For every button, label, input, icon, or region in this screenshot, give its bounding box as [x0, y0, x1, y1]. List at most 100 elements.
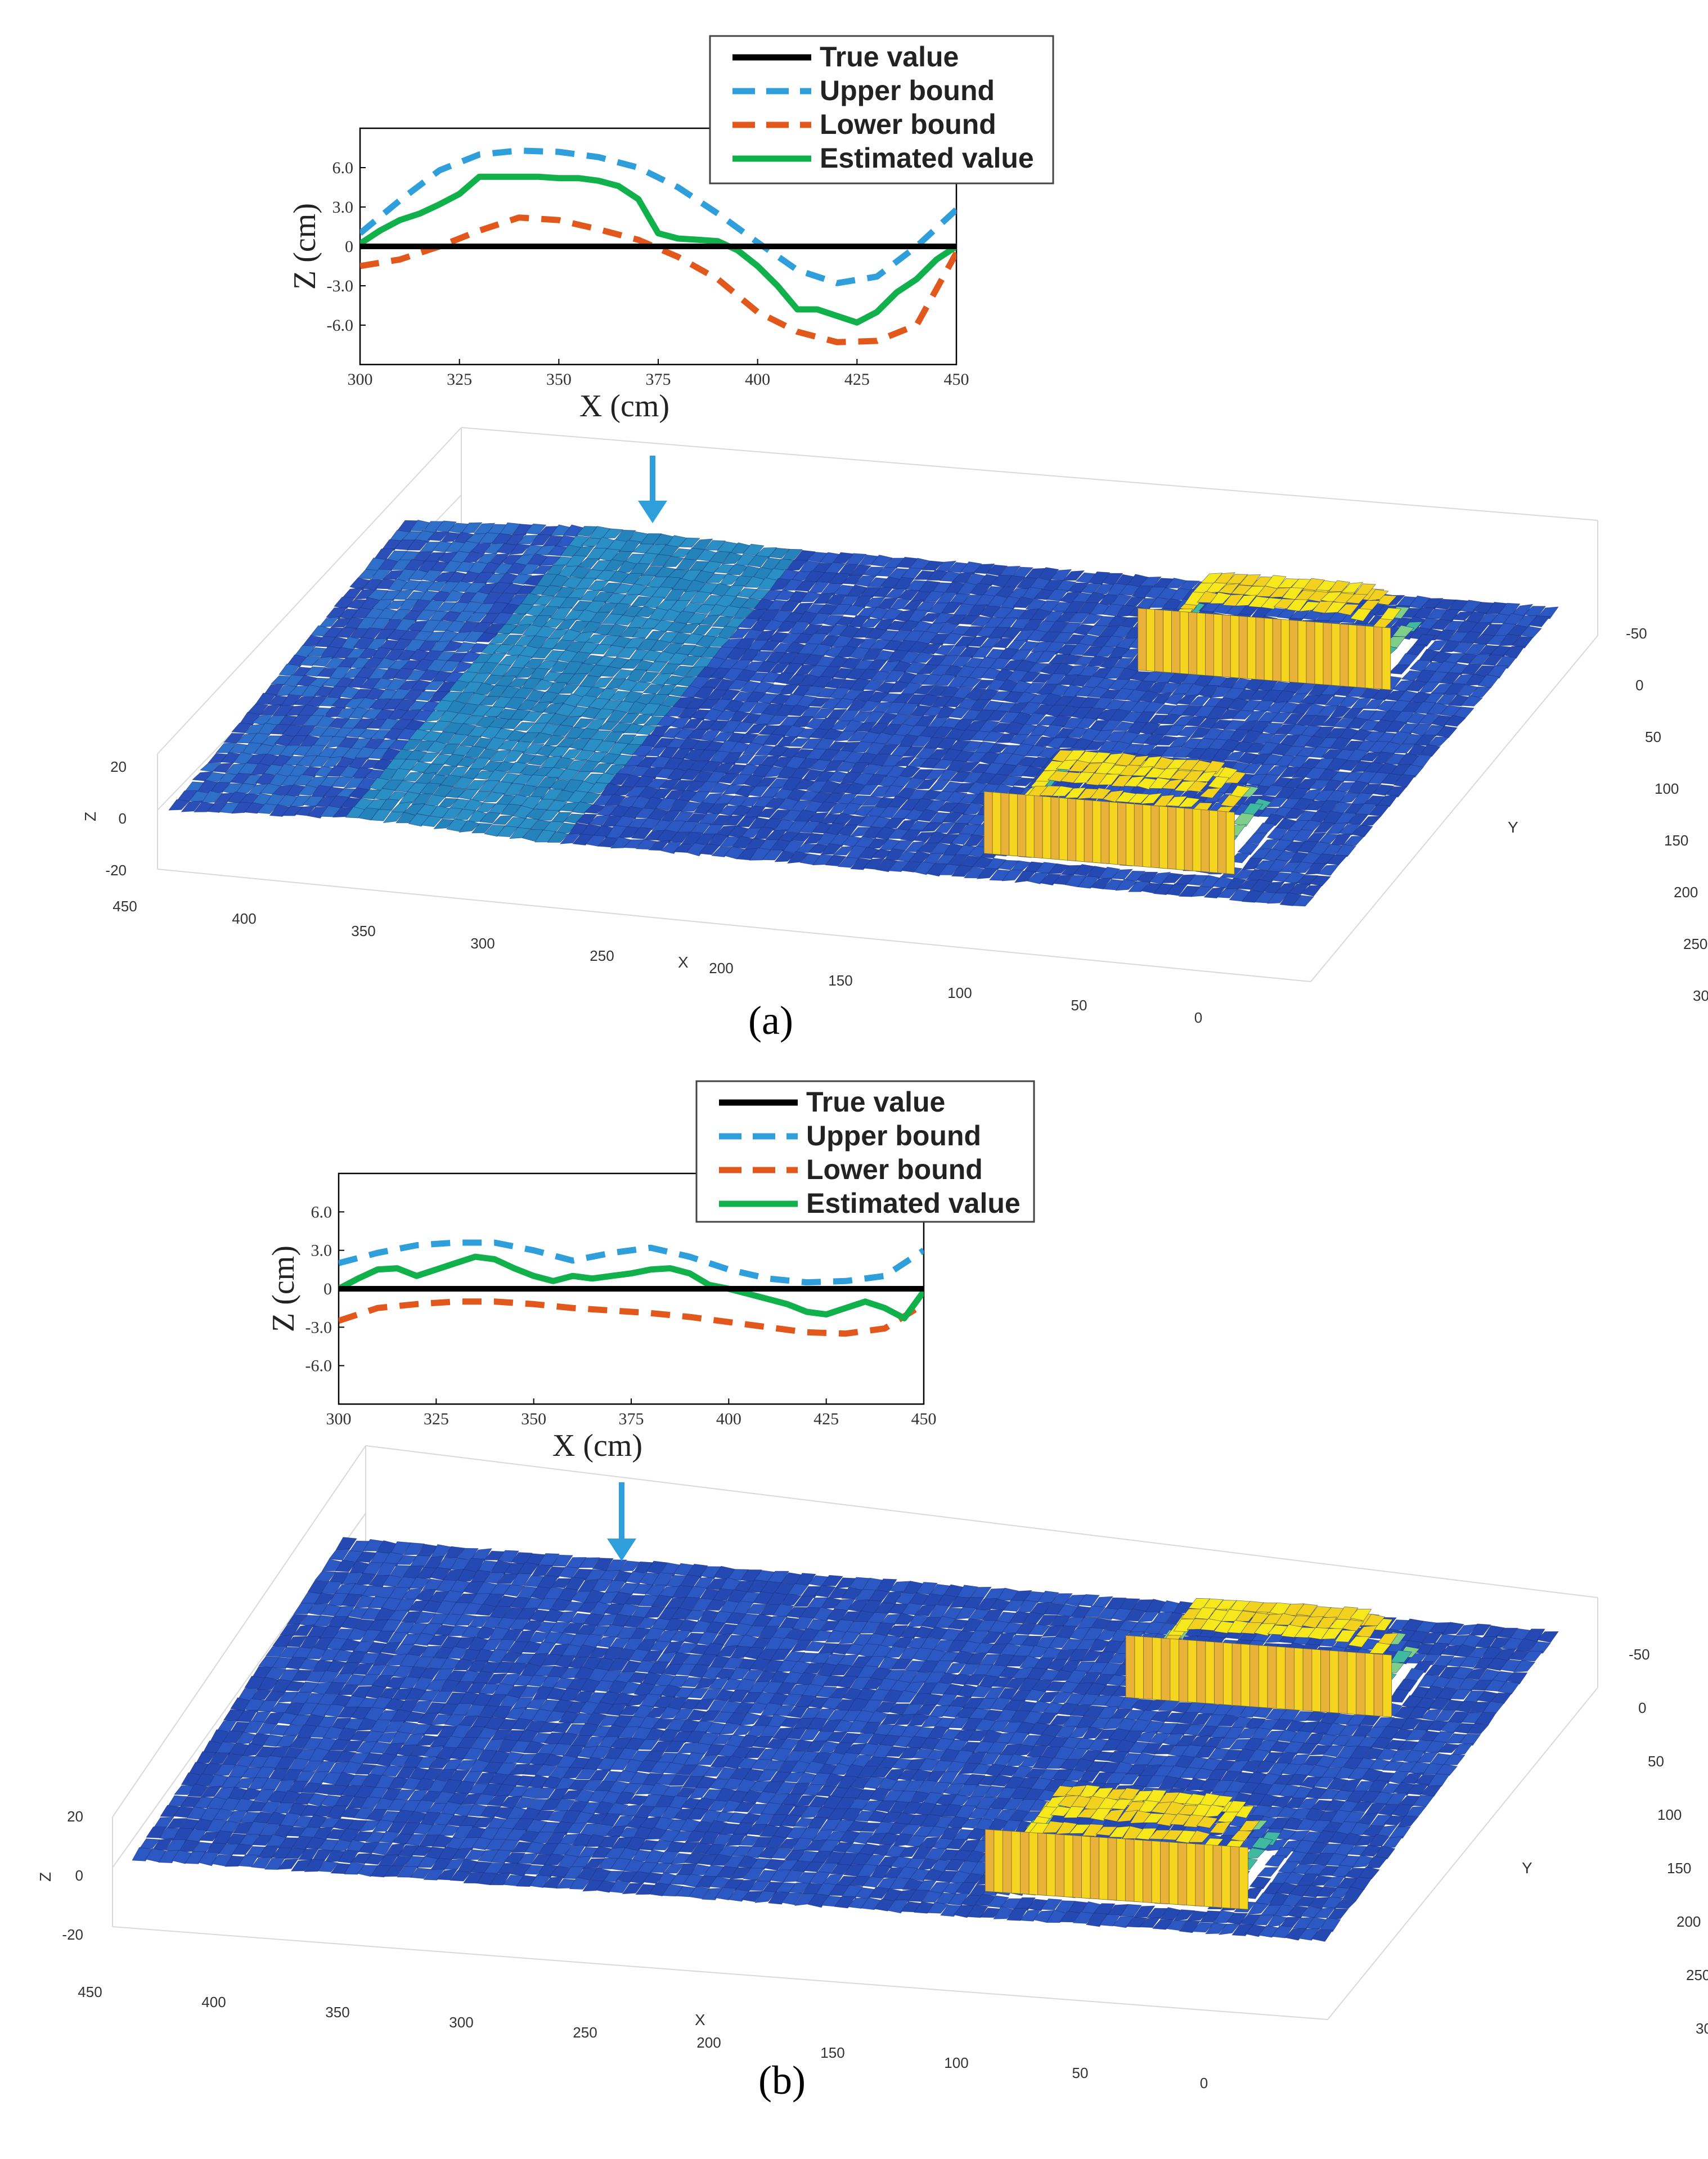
surface-patch [869, 786, 892, 797]
surface-patch [825, 854, 847, 866]
surface-patch [1172, 683, 1194, 696]
surface-patch [774, 851, 797, 862]
surface-patch [521, 1641, 543, 1653]
legend-entry: True value [820, 41, 959, 73]
surface-patch [863, 711, 886, 723]
surface-patch [279, 1623, 301, 1636]
pad-skirt [1171, 610, 1180, 674]
surface-patch [799, 821, 821, 834]
surface-patch [1488, 1637, 1511, 1650]
surface-patch [522, 1620, 544, 1631]
surface-patch [883, 817, 905, 829]
surface-patch [1262, 785, 1284, 796]
surface-patch [521, 1787, 543, 1798]
surface-patch [420, 619, 442, 632]
surface-patch [559, 833, 582, 844]
surface-patch [1396, 1679, 1418, 1692]
surface-patch [1440, 1721, 1462, 1734]
legend-entry: True value [806, 1086, 945, 1118]
surface-patch [915, 779, 938, 790]
surface-patch [880, 1713, 903, 1725]
surface-patch [200, 1785, 222, 1798]
surface-patch [515, 667, 537, 678]
surface-patch [964, 866, 986, 879]
surface-patch [316, 667, 339, 678]
surface-patch [235, 783, 257, 794]
surface-patch [1055, 611, 1078, 622]
y-axis-label: Z (cm) [287, 203, 322, 290]
surface-patch [787, 704, 809, 717]
surface-patch [1198, 1779, 1221, 1792]
pad-skirt [1180, 611, 1189, 674]
surface-patch [686, 842, 708, 857]
surface-patch [727, 1689, 749, 1703]
surface-patch [835, 645, 858, 658]
surface-patch [389, 1541, 411, 1555]
surface-patch [990, 1774, 1013, 1787]
surface-patch [1006, 1656, 1028, 1667]
surface-patch [1221, 1749, 1243, 1761]
surface-patch [851, 711, 873, 722]
surface-patch [406, 539, 429, 551]
surface-patch [1309, 780, 1331, 790]
y-tick-label: 6.0 [332, 159, 354, 177]
surface-patch [1266, 893, 1289, 904]
surface-patch [925, 863, 948, 877]
surface-patch [376, 1732, 398, 1743]
surface-patch [1107, 1653, 1130, 1664]
surface-patch [777, 1637, 799, 1650]
surface-patch [1292, 861, 1314, 874]
surface-patch [1015, 1623, 1037, 1635]
surface-patch [1123, 870, 1146, 881]
pad-skirt [1109, 802, 1118, 865]
surface-patch [651, 586, 673, 600]
surface-patch [630, 596, 653, 608]
surface-patch [361, 1585, 383, 1597]
surface-patch [917, 842, 940, 853]
surface-patch [1115, 879, 1138, 891]
surface-patch [615, 1770, 637, 1783]
surface-patch [897, 590, 920, 601]
surface-patch [1435, 726, 1458, 738]
surface-patch [1513, 1660, 1536, 1672]
surface-patch [1028, 724, 1051, 736]
surface-patch [759, 1725, 781, 1738]
surface-patch [1035, 1712, 1058, 1725]
surface-patch [831, 1644, 853, 1655]
surface-patch [318, 696, 340, 707]
surface-patch [1060, 654, 1083, 665]
surface-patch [494, 1639, 516, 1652]
surface-patch [830, 604, 852, 615]
surface-patch [320, 1604, 342, 1617]
surface-patch [1219, 739, 1242, 753]
surface-patch [1349, 1822, 1371, 1836]
surface-patch [718, 573, 740, 586]
pad-skirt [1356, 625, 1366, 689]
pad-skirt [1306, 621, 1315, 685]
surface-patch [574, 578, 596, 590]
z-tick-label: 20 [110, 758, 127, 775]
surface-patch [601, 528, 624, 539]
surface-patch [362, 1539, 384, 1551]
surface-patch [626, 701, 649, 714]
surface-patch [958, 762, 980, 773]
surface-patch [1248, 1612, 1270, 1625]
surface-patch [805, 1740, 827, 1752]
surface-patch [707, 720, 730, 731]
surface-patch [1529, 1641, 1551, 1654]
surface-patch [705, 573, 728, 583]
surface-patch [577, 1602, 599, 1613]
surface-patch [1300, 885, 1323, 897]
surface-patch [1266, 766, 1288, 776]
surface-patch [415, 691, 437, 701]
surface-patch [614, 615, 636, 626]
surface-patch [541, 671, 563, 682]
surface-patch [827, 771, 849, 783]
surface-patch [874, 650, 896, 661]
surface-patch [860, 1822, 882, 1832]
surface-patch [1140, 883, 1163, 894]
surface-patch [323, 1726, 344, 1739]
surface-patch [1086, 655, 1109, 667]
surface-patch [1427, 1773, 1450, 1787]
surface-patch [740, 827, 762, 838]
